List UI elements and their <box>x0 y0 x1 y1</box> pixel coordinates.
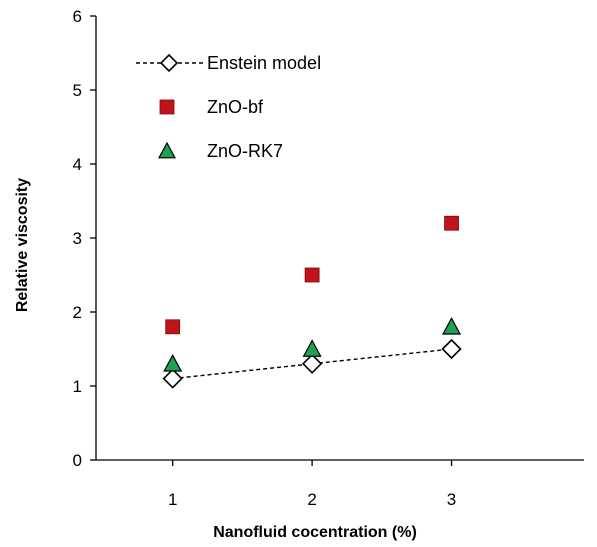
x-axis-title: Nanofluid cocentration (%) <box>213 524 417 541</box>
axes <box>95 16 584 461</box>
x-tick-label: 3 <box>447 490 456 509</box>
data-point <box>304 267 320 283</box>
legend-label: ZnO-bf <box>207 97 264 117</box>
y-tick-label: 0 <box>73 451 82 470</box>
y-tick-label: 3 <box>73 229 82 248</box>
data-point <box>162 368 183 389</box>
data-point <box>165 319 181 335</box>
data-point <box>301 353 323 374</box>
data-point <box>441 338 462 360</box>
data-point <box>163 354 183 372</box>
y-axis-title: Relative viscosity <box>14 178 31 312</box>
legend-item: ZnO-bf <box>159 97 264 117</box>
y-tick-label: 2 <box>73 303 82 322</box>
data-point <box>302 339 322 357</box>
series-zno-rk7 <box>163 317 462 372</box>
legend-label: ZnO-RK7 <box>207 141 283 161</box>
x-tick-label: 2 <box>307 490 316 509</box>
series-enstein-model <box>162 338 462 389</box>
y-tick-label: 6 <box>73 7 82 26</box>
legend-marker <box>157 141 177 159</box>
legend-item: ZnO-RK7 <box>157 141 283 161</box>
legend-marker <box>159 53 179 73</box>
x-tick-label: 1 <box>168 490 177 509</box>
axis-ticks: 0 1 2 3 4 5 6 1 2 3 <box>73 7 457 509</box>
y-tick-label: 1 <box>73 377 82 396</box>
legend-marker <box>159 99 175 115</box>
y-tick-label: 4 <box>73 155 82 174</box>
legend-label: Enstein model <box>207 53 321 73</box>
y-tick-label: 5 <box>73 81 82 100</box>
data-point <box>444 215 459 231</box>
series-zno-bf <box>165 215 459 335</box>
legend: Enstein model ZnO-bf ZnO-RK7 <box>136 53 321 161</box>
data-point <box>442 317 462 335</box>
plot-area <box>162 215 462 389</box>
legend-item: Enstein model <box>136 53 321 73</box>
